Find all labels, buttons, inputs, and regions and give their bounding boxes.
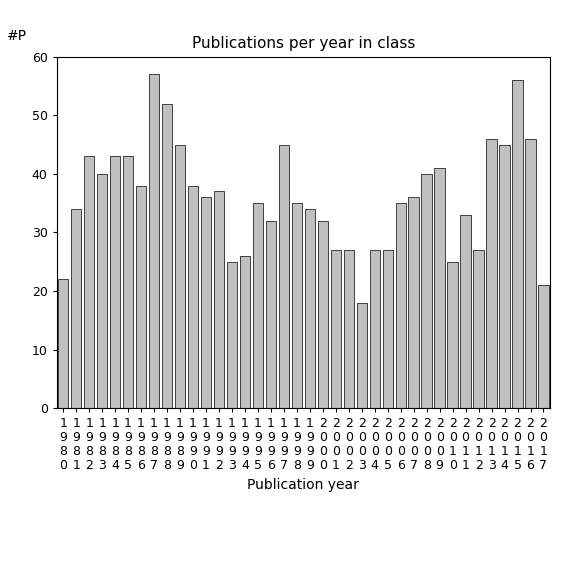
Bar — [123, 156, 133, 408]
Bar — [460, 215, 471, 408]
Bar — [383, 250, 393, 408]
Bar — [344, 250, 354, 408]
Bar — [97, 174, 107, 408]
Bar — [291, 203, 302, 408]
Bar — [253, 203, 263, 408]
Bar — [304, 209, 315, 408]
X-axis label: Publication year: Publication year — [247, 478, 359, 492]
Bar — [318, 221, 328, 408]
Bar — [408, 197, 419, 408]
Bar — [278, 145, 289, 408]
Text: #P: #P — [7, 29, 27, 43]
Bar — [110, 156, 120, 408]
Bar — [421, 174, 432, 408]
Bar — [227, 262, 237, 408]
Bar — [486, 139, 497, 408]
Bar — [58, 280, 69, 408]
Bar — [473, 250, 484, 408]
Bar — [136, 185, 146, 408]
Bar — [188, 185, 198, 408]
Bar — [175, 145, 185, 408]
Bar — [513, 80, 523, 408]
Bar — [538, 285, 549, 408]
Bar — [162, 104, 172, 408]
Bar — [331, 250, 341, 408]
Bar — [84, 156, 94, 408]
Bar — [357, 303, 367, 408]
Bar — [201, 197, 211, 408]
Bar — [500, 145, 510, 408]
Bar — [214, 192, 224, 408]
Bar — [525, 139, 536, 408]
Bar — [434, 168, 445, 408]
Title: Publications per year in class: Publications per year in class — [192, 36, 415, 52]
Bar — [149, 74, 159, 408]
Bar — [240, 256, 250, 408]
Bar — [396, 203, 406, 408]
Bar — [266, 221, 276, 408]
Bar — [447, 262, 458, 408]
Bar — [370, 250, 380, 408]
Bar — [71, 209, 82, 408]
